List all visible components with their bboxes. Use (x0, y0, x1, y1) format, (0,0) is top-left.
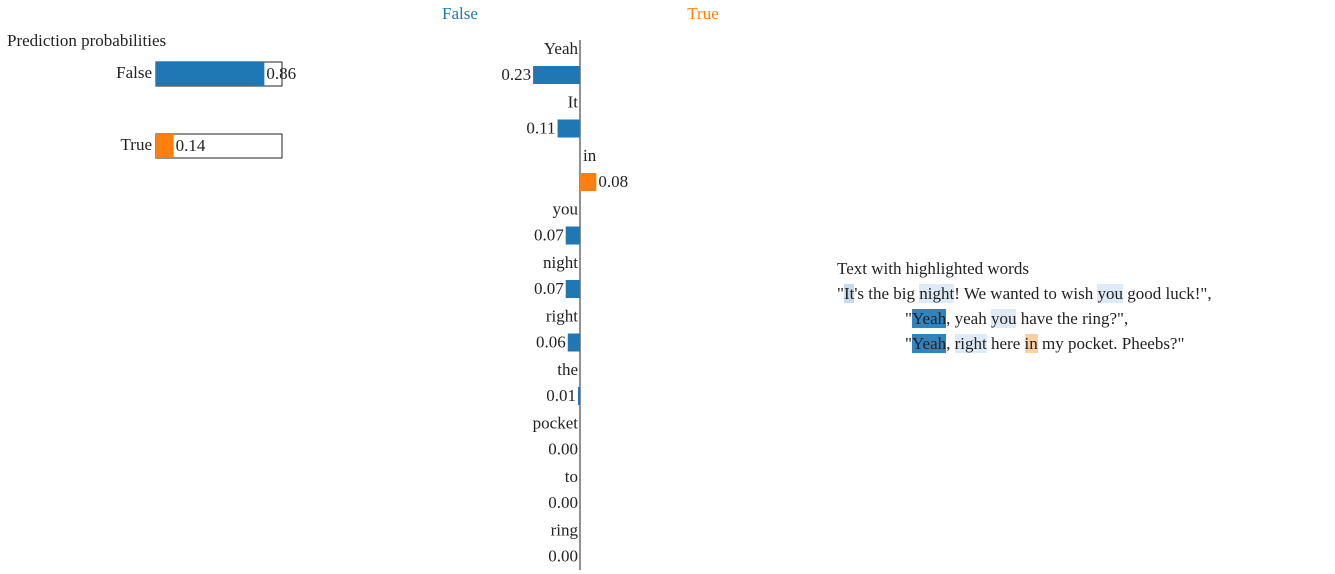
text-segment: ! We wanted to wish (954, 284, 1098, 303)
feature-value: 0.06 (536, 332, 566, 351)
prob-label: 0.14 (176, 136, 206, 155)
feature-name: to (565, 467, 578, 486)
text-segment: " (905, 334, 912, 353)
prob-label: 0.86 (266, 64, 296, 83)
feature-bar (580, 173, 597, 191)
feature-bar (533, 66, 580, 84)
highlighted-word: you (990, 309, 1017, 328)
highlighted-word: in (1024, 334, 1038, 353)
class-label: True (121, 135, 153, 154)
text-segment: " (905, 309, 912, 328)
text-line: "Yeah, right here in my pocket. Pheebs?" (837, 331, 1212, 356)
feature-bar (565, 280, 580, 298)
text-segment: have the ring?", (1016, 309, 1129, 328)
feature-bar (557, 119, 580, 138)
feature-bar (567, 333, 580, 352)
text-line: "Yeah, yeah you have the ring?", (837, 306, 1212, 331)
text-segment: here (986, 334, 1025, 353)
charts: Prediction probabilities False 0.86 True 0.… (7, 4, 719, 570)
highlighted-word: night (919, 284, 955, 303)
feature-value: 0.11 (526, 118, 555, 137)
feature-value: 0.00 (548, 493, 578, 512)
feature-bar (577, 387, 580, 405)
feature-value: 0.01 (546, 386, 576, 405)
text-segment: good luck!", (1122, 284, 1212, 303)
feature-name: It (568, 92, 579, 111)
text-segment: , yeah (946, 309, 991, 328)
highlighted-word: right (954, 334, 987, 353)
prediction-title: Prediction probabilities (7, 31, 166, 50)
text-segment: " (837, 284, 844, 303)
text-segment: my pocket. Pheebs?" (1037, 334, 1185, 353)
feature-name: Yeah (544, 39, 579, 58)
text-title: Text with highlighted words (837, 259, 1029, 278)
feature-value: 0.07 (534, 225, 564, 244)
text-segment: , (946, 334, 955, 353)
feature-name: in (583, 146, 597, 165)
class-label: False (116, 63, 152, 82)
feature-value: 0.00 (548, 439, 578, 458)
highlighted-text: Text with highlighted words "It's the bi… (837, 256, 1212, 356)
prob-bar (156, 62, 265, 86)
feature-value: 0.00 (548, 546, 578, 565)
legend-label: False (442, 4, 478, 23)
feature-name: ring (551, 520, 579, 539)
feature-name: right (546, 306, 578, 325)
highlighted-word: Yeah (911, 334, 947, 353)
feature-name: the (557, 360, 578, 379)
highlighted-word: you (1097, 284, 1123, 303)
text-segment: 's the big (854, 284, 920, 303)
feature-name: pocket (533, 413, 579, 432)
legend-label: True (687, 4, 719, 23)
highlighted-word: Yeah (911, 309, 947, 328)
highlighted-word: It (843, 284, 855, 303)
feature-value: 0.23 (501, 65, 531, 84)
feature-name: you (553, 199, 579, 218)
text-line: "It's the big night! We wanted to wish y… (837, 281, 1212, 306)
feature-name: night (543, 253, 578, 272)
feature-bar (565, 226, 580, 245)
feature-value: 0.07 (534, 279, 564, 298)
feature-value: 0.08 (598, 172, 628, 191)
prob-bar (156, 134, 174, 158)
